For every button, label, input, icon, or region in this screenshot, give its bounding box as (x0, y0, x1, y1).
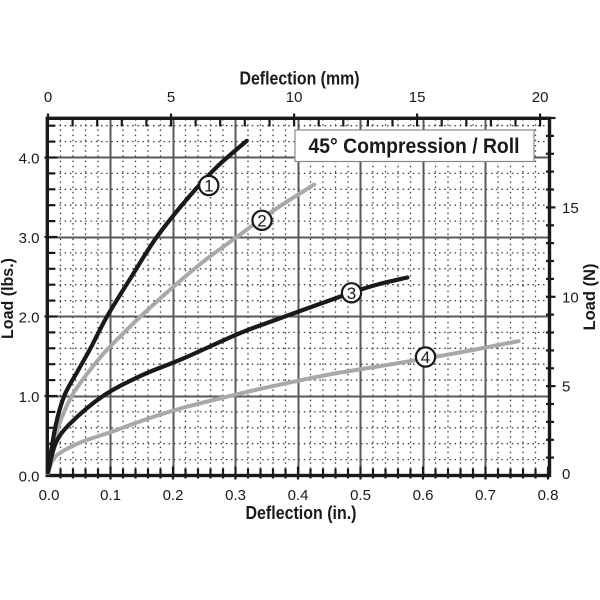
svg-text:0: 0 (44, 89, 52, 106)
svg-text:Load (N): Load (N) (581, 264, 599, 331)
svg-text:2: 2 (257, 211, 266, 230)
svg-text:3: 3 (347, 284, 356, 303)
svg-text:0.7: 0.7 (475, 487, 496, 504)
svg-text:Deflection (mm): Deflection (mm) (240, 68, 360, 89)
svg-text:10: 10 (286, 89, 303, 106)
svg-text:0.3: 0.3 (225, 487, 246, 504)
svg-text:0.0: 0.0 (39, 487, 60, 504)
svg-text:0.0: 0.0 (19, 469, 40, 486)
svg-text:0.6: 0.6 (413, 487, 434, 504)
svg-text:0.1: 0.1 (100, 487, 121, 504)
svg-text:1.0: 1.0 (19, 389, 40, 406)
svg-text:0.5: 0.5 (350, 487, 371, 504)
svg-text:1: 1 (204, 177, 213, 196)
svg-text:4.0: 4.0 (19, 151, 40, 168)
svg-text:45° Compression / Roll: 45° Compression / Roll (309, 134, 520, 158)
svg-text:0.2: 0.2 (163, 487, 184, 504)
svg-text:15: 15 (562, 200, 579, 217)
svg-text:10: 10 (562, 289, 579, 306)
svg-text:4: 4 (421, 348, 430, 367)
svg-text:2.0: 2.0 (19, 310, 40, 327)
svg-text:Load (lbs.): Load (lbs.) (0, 258, 17, 339)
svg-text:0.8: 0.8 (538, 487, 559, 504)
svg-text:20: 20 (532, 89, 549, 106)
svg-text:3.0: 3.0 (19, 230, 40, 247)
svg-text:15: 15 (409, 89, 426, 106)
svg-text:5: 5 (562, 379, 570, 396)
svg-text:0: 0 (562, 466, 570, 483)
svg-text:Deflection (in.): Deflection (in.) (246, 502, 357, 523)
svg-text:0.4: 0.4 (288, 487, 309, 504)
svg-text:5: 5 (167, 89, 175, 106)
